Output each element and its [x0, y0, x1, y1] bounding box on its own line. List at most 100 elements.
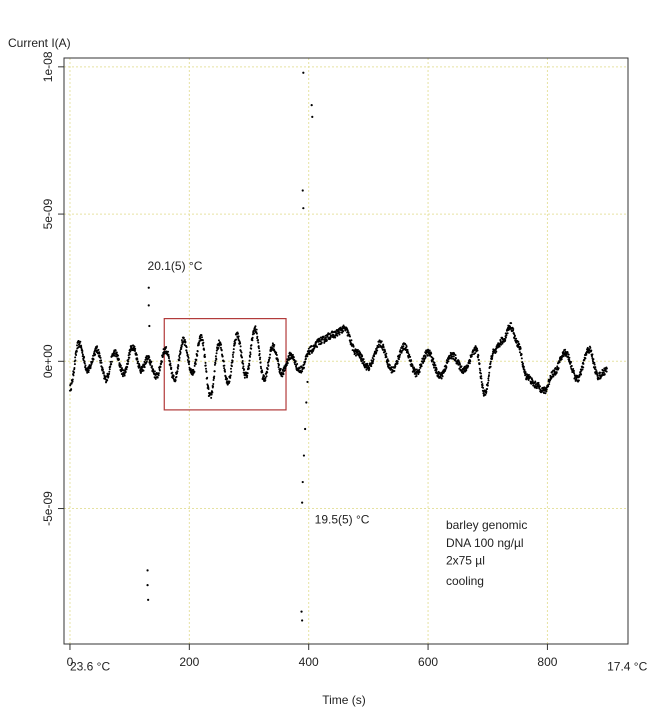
- data-point: [210, 396, 213, 399]
- data-point: [386, 361, 389, 364]
- data-point: [204, 355, 207, 358]
- data-point: [521, 361, 524, 364]
- data-point: [178, 355, 181, 357]
- data-point: [142, 369, 145, 372]
- data-point: [445, 366, 448, 369]
- data-point: [110, 363, 113, 366]
- grid: [64, 58, 628, 644]
- data-point: [488, 374, 490, 377]
- data-point: [108, 372, 111, 375]
- data-point: [241, 356, 244, 359]
- data-point: [133, 350, 136, 353]
- data-point: [163, 352, 166, 355]
- data-point: [204, 367, 207, 370]
- data-point: [253, 332, 256, 335]
- data-point: [595, 370, 598, 373]
- data-point: [124, 370, 127, 373]
- data-point: [283, 369, 286, 372]
- data-point: [470, 355, 473, 358]
- data-point: [167, 355, 170, 358]
- data-point: [74, 356, 77, 359]
- data-point: [96, 345, 99, 348]
- data-point: [279, 367, 282, 370]
- data-point: [212, 382, 215, 385]
- annotations: 20.1(5) °C 19.5(5) °C barley genomic DNA 10…: [70, 259, 648, 673]
- data-point: [73, 367, 76, 370]
- data-point: [566, 351, 569, 354]
- data-point: [593, 363, 596, 366]
- data-point: [135, 353, 138, 356]
- data-point: [537, 383, 540, 386]
- data-point: [194, 361, 197, 364]
- data-point: [215, 358, 218, 361]
- data-point: [167, 357, 170, 360]
- x-axis-label: Time (s): [322, 693, 366, 707]
- annotation-7: 17.4 °C: [607, 660, 647, 674]
- data-point: [322, 335, 325, 338]
- data-point: [547, 385, 550, 388]
- data-point: [161, 355, 164, 358]
- data-point: [70, 382, 73, 385]
- data-point: [121, 367, 124, 370]
- data-point: [94, 353, 97, 356]
- data-point: [229, 367, 232, 370]
- data-point: [377, 346, 380, 349]
- data-point: [206, 376, 209, 379]
- data-point: [217, 346, 220, 349]
- data-point: [570, 360, 573, 363]
- data-point: [128, 356, 131, 359]
- data-point: [160, 360, 163, 363]
- data-point: [267, 364, 270, 367]
- data-point: [204, 364, 207, 367]
- data-point: [249, 353, 252, 356]
- data-point: [128, 353, 131, 356]
- data-point: [303, 366, 306, 369]
- data-point: [298, 367, 301, 370]
- data-point: [363, 360, 366, 363]
- data-point: [504, 338, 507, 341]
- data-point: [595, 371, 598, 374]
- data-point: [157, 374, 160, 377]
- data-point: [87, 369, 90, 372]
- data-point: [414, 368, 417, 371]
- data-point: [320, 341, 323, 344]
- data-point: [501, 342, 504, 345]
- data-point: [517, 340, 520, 343]
- data-point: [500, 343, 503, 346]
- data-point: [204, 361, 207, 364]
- data-point: [594, 366, 597, 369]
- data-point: [375, 351, 378, 354]
- data-point: [147, 286, 150, 289]
- data-point: [185, 346, 188, 349]
- data-point: [259, 356, 262, 359]
- data-point: [272, 345, 275, 348]
- data-point: [326, 335, 329, 338]
- data-point: [568, 358, 571, 361]
- data-point: [100, 359, 103, 362]
- data-point: [137, 360, 140, 363]
- data-point: [259, 365, 262, 368]
- data-point: [296, 363, 299, 366]
- data-point: [80, 344, 83, 347]
- data-point: [190, 371, 193, 374]
- data-point: [349, 335, 351, 338]
- data-point: [241, 360, 244, 363]
- data-point: [366, 362, 369, 365]
- data-point: [72, 374, 75, 377]
- data-point: [219, 346, 222, 349]
- data-point: [109, 365, 112, 368]
- data-point: [223, 367, 226, 370]
- data-point: [178, 359, 181, 362]
- y-tick-label: 0e+00: [41, 344, 55, 378]
- data-point: [266, 368, 269, 371]
- data-point: [277, 366, 280, 369]
- data-point: [222, 360, 225, 363]
- data-points: [68, 71, 608, 622]
- data-point: [504, 336, 507, 339]
- data-point: [605, 367, 608, 370]
- data-point: [127, 360, 130, 363]
- data-point: [334, 336, 337, 339]
- data-point: [203, 348, 206, 351]
- data-point: [495, 350, 498, 353]
- data-point: [169, 364, 172, 367]
